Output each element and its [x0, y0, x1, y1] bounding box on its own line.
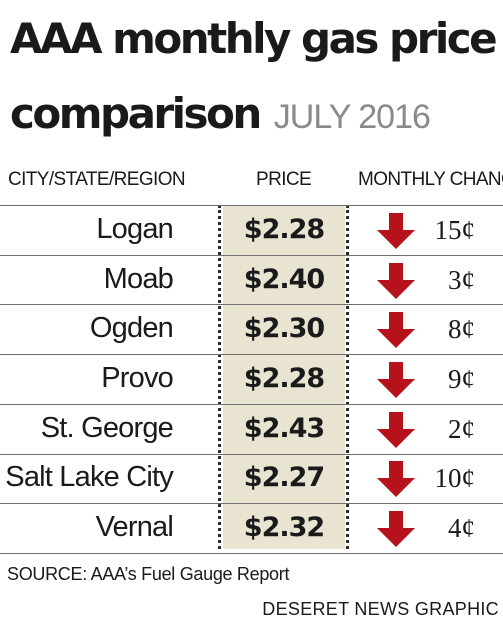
chart-title-line-1: AAA monthly gas price [10, 14, 498, 63]
source-note: SOURCE: AAA’s Fuel Gauge Report [7, 564, 290, 584]
price-value: $2.30 [243, 313, 325, 345]
price-value: $2.27 [243, 462, 325, 494]
row-divider [0, 553, 503, 554]
city-name: Provo [101, 361, 174, 394]
monthly-change-value: 3¢ [448, 264, 475, 295]
chart-title-word: comparison [10, 89, 262, 138]
down-arrow-icon [377, 312, 415, 349]
row-divider [0, 354, 503, 355]
column-header-city: CITY/STATE/REGION [8, 169, 186, 190]
column-header-price: PRICE [256, 169, 312, 190]
monthly-change-value: 15¢ [434, 214, 476, 245]
monthly-change-value: 8¢ [448, 314, 475, 345]
down-arrow-icon [377, 212, 415, 249]
city-name: Salt Lake City [5, 461, 174, 494]
row-divider [0, 454, 503, 455]
monthly-change-value: 4¢ [448, 513, 475, 544]
monthly-change-value: 9¢ [448, 363, 475, 394]
city-name: Vernal [95, 511, 174, 544]
city-name: Ogden [89, 312, 174, 345]
row-divider [0, 255, 503, 256]
column-divider-right [346, 205, 349, 549]
price-value: $2.32 [243, 512, 325, 544]
down-arrow-icon [377, 511, 415, 548]
down-arrow-icon [377, 461, 415, 498]
city-name: St. George [40, 411, 174, 444]
price-value: $2.40 [243, 263, 325, 295]
row-divider [0, 304, 503, 305]
price-column-highlight [223, 205, 345, 549]
chart-title-line-2: comparison JULY 2016 [10, 93, 431, 136]
column-divider-left [218, 205, 221, 549]
row-divider [0, 404, 503, 405]
price-value: $2.43 [243, 412, 325, 444]
graphic-credit: DESERET NEWS GRAPHIC [262, 599, 499, 619]
price-value: $2.28 [243, 213, 325, 245]
down-arrow-icon [377, 262, 415, 299]
price-value: $2.28 [243, 362, 325, 394]
row-divider [0, 503, 503, 504]
column-header-monthly-change: MONTHLY CHANGE [358, 169, 503, 190]
row-divider [0, 205, 503, 206]
down-arrow-icon [377, 411, 415, 448]
city-name: Moab [103, 262, 174, 295]
city-name: Logan [96, 212, 173, 245]
chart-subtitle-date: JULY 2016 [273, 98, 431, 136]
down-arrow-icon [377, 361, 415, 398]
monthly-change-value: 10¢ [434, 463, 476, 494]
monthly-change-value: 2¢ [448, 413, 475, 444]
